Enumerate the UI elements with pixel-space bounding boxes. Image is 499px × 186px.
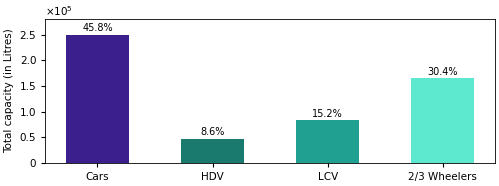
Bar — [181, 139, 244, 163]
Bar — [66, 35, 129, 163]
Bar — [411, 78, 475, 163]
Text: 8.6%: 8.6% — [201, 127, 225, 137]
Text: $\times 10^5$: $\times 10^5$ — [45, 4, 73, 18]
Text: 45.8%: 45.8% — [82, 23, 113, 33]
Bar — [296, 120, 359, 163]
Y-axis label: Total capacity (in Litres): Total capacity (in Litres) — [4, 29, 14, 153]
Text: 15.2%: 15.2% — [312, 109, 343, 119]
Text: 30.4%: 30.4% — [428, 67, 458, 76]
